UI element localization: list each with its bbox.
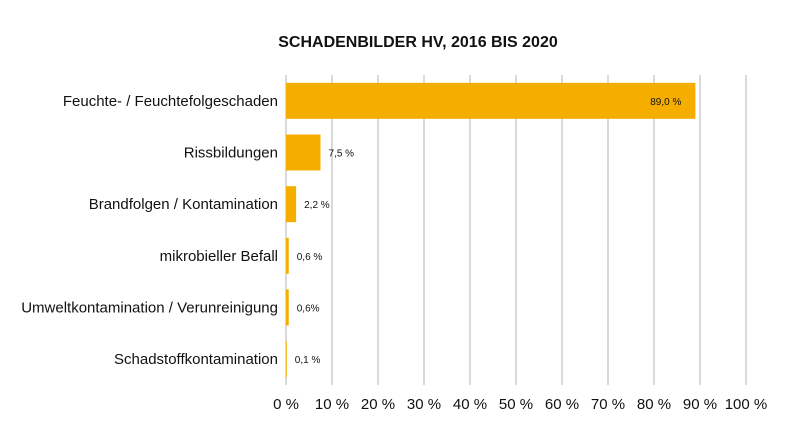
data-labels: 89,0 % 7,5 % 2,2 % 0,6 % 0,6% 0,1 %	[295, 97, 682, 366]
data-label: 7,5 %	[329, 149, 355, 160]
bars	[286, 82, 696, 378]
x-tick-label: 10 %	[315, 396, 349, 413]
x-tick-label: 60 %	[545, 396, 579, 413]
category-label: mikrobieller Befall	[160, 248, 278, 265]
bar	[286, 237, 289, 274]
x-tick-label: 30 %	[407, 396, 441, 413]
x-tick-label: 70 %	[591, 396, 625, 413]
data-label: 0,6 %	[297, 252, 323, 263]
bar	[286, 186, 297, 223]
x-tick-label: 40 %	[453, 396, 487, 413]
x-tick-label: 20 %	[361, 396, 395, 413]
category-labels: Feuchte- / Feuchtefolgeschaden Rissbildun…	[21, 93, 278, 368]
x-tick-label: 90 %	[683, 396, 717, 413]
x-tick-label: 100 %	[725, 396, 768, 413]
bar	[286, 341, 287, 378]
chart-title: SCHADENBILDER HV, 2016 BIS 2020	[278, 34, 558, 51]
x-tick-labels: 0 % 10 % 20 % 30 % 40 % 50 % 60 % 70 % 80 % 90 % 1…	[273, 396, 767, 413]
bar	[286, 82, 696, 119]
category-label: Schadstoffkontamination	[114, 351, 278, 368]
bar	[286, 289, 289, 326]
category-label: Feuchte- / Feuchtefolgeschaden	[63, 93, 278, 110]
data-label: 2,2 %	[304, 200, 330, 211]
data-label: 89,0 %	[650, 97, 681, 108]
x-tick-label: 80 %	[637, 396, 671, 413]
data-label: 0,6%	[297, 304, 320, 315]
x-tick-label: 0 %	[273, 396, 299, 413]
x-tick-label: 50 %	[499, 396, 533, 413]
category-label: Rissbildungen	[184, 145, 278, 162]
bar	[286, 134, 321, 171]
data-label: 0,1 %	[295, 355, 321, 366]
grid-lines	[285, 75, 747, 385]
category-label: Umweltkontamination / Verunreinigung	[21, 300, 278, 317]
category-label: Brandfolgen / Kontamination	[89, 196, 278, 213]
